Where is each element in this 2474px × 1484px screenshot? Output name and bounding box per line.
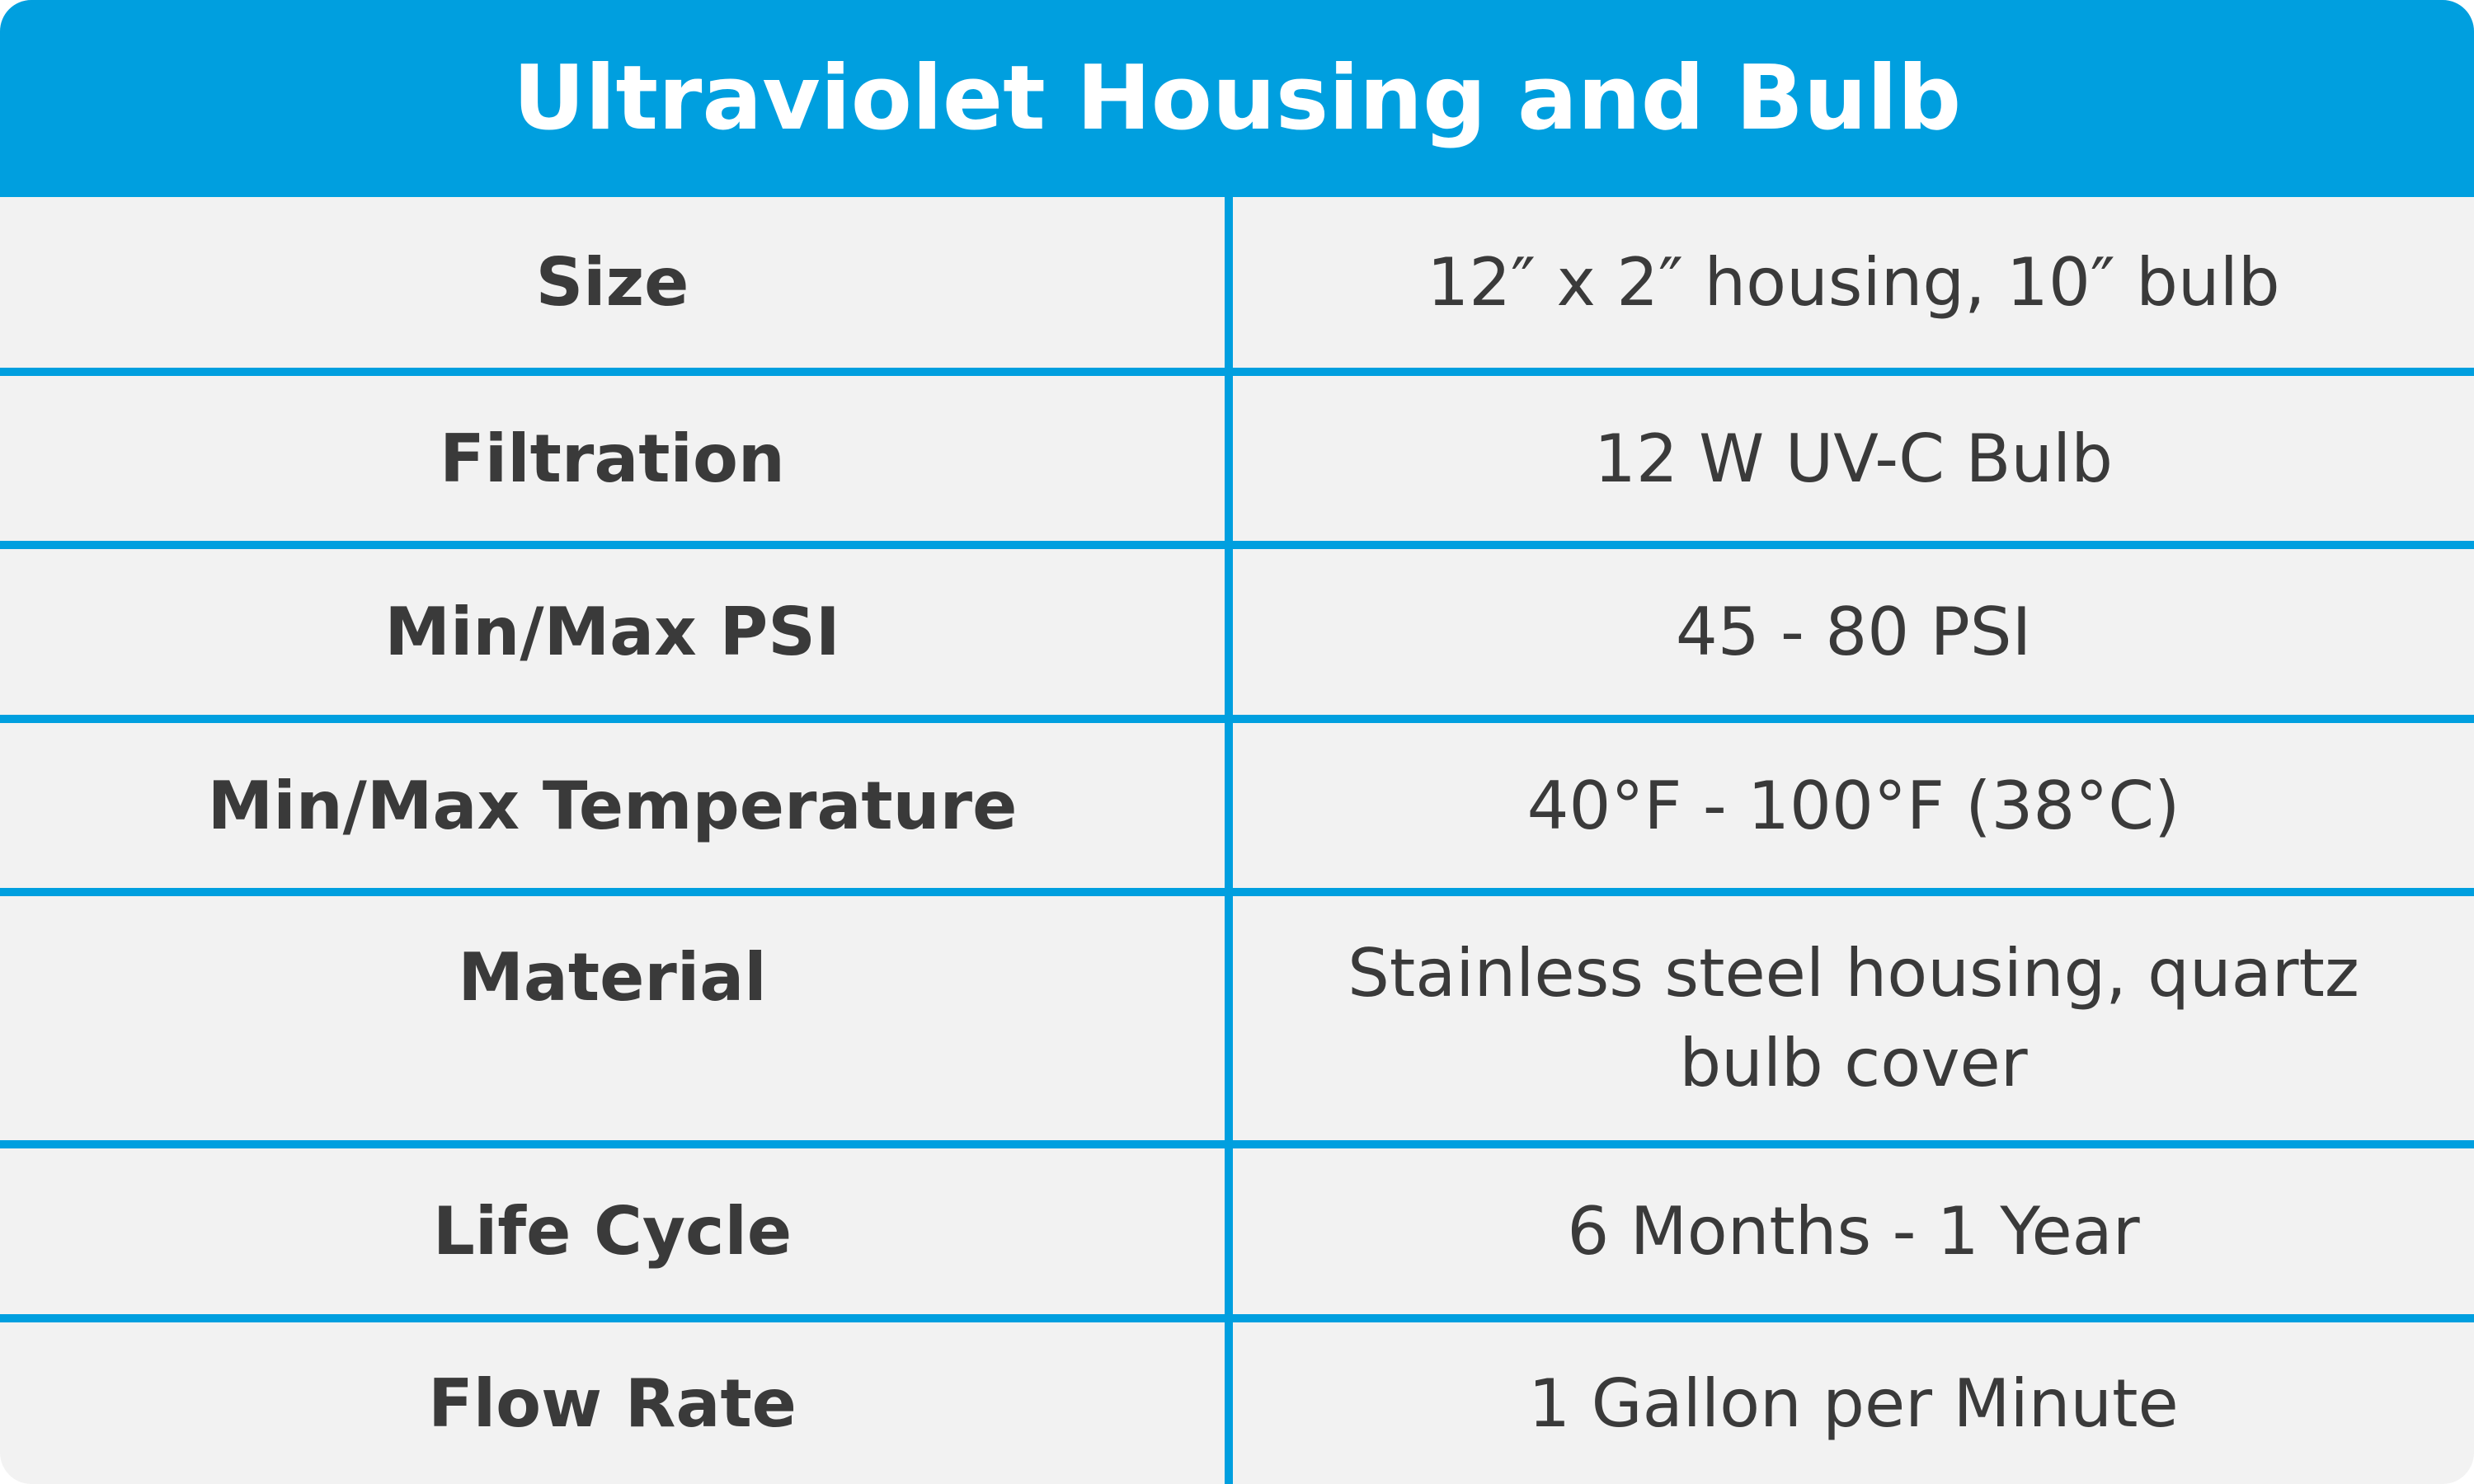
row-value: 6 Months - 1 Year	[1233, 1140, 2474, 1314]
row-label: Flow Rate	[0, 1314, 1233, 1484]
row-value: 1 Gallon per Minute	[1233, 1314, 2474, 1484]
row-value: 45 - 80 PSI	[1233, 541, 2474, 715]
row-value: Stainless steel housing, quartz bulb cov…	[1233, 888, 2474, 1140]
row-label: Life Cycle	[0, 1140, 1233, 1314]
row-value: 12 W UV-C Bulb	[1233, 368, 2474, 541]
row-label: Material	[0, 888, 1233, 1140]
row-value: 40°F - 100°F (38°C)	[1233, 715, 2474, 888]
spec-table: Size 12″ x 2″ housing, 10″ bulb Filtration…	[0, 197, 2474, 1484]
row-label: Min/Max Temperature	[0, 715, 1233, 888]
header-title: Ultraviolet Housing and Bulb	[0, 0, 2474, 197]
row-label: Min/Max PSI	[0, 541, 1233, 715]
row-label: Size	[0, 197, 1233, 368]
row-label: Filtration	[0, 368, 1233, 541]
row-value: 12″ x 2″ housing, 10″ bulb	[1427, 244, 2280, 321]
